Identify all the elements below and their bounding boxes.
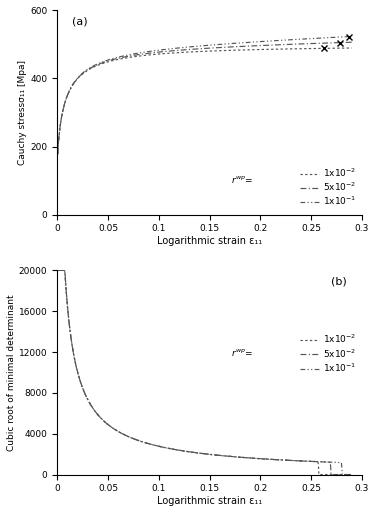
X-axis label: Logarithmic strain ε₁₁: Logarithmic strain ε₁₁ [157, 496, 262, 506]
Text: $r^{wp}$=: $r^{wp}$= [231, 174, 253, 185]
Y-axis label: Cauchy stressσ₁₁ [Mpa]: Cauchy stressσ₁₁ [Mpa] [18, 60, 27, 165]
Text: (b): (b) [331, 277, 347, 287]
Text: (a): (a) [73, 16, 88, 27]
Y-axis label: Cubic root of minimal determinant: Cubic root of minimal determinant [7, 294, 16, 451]
Legend: 1x10$^{-2}$, 5x10$^{-2}$, 1x10$^{-1}$: 1x10$^{-2}$, 5x10$^{-2}$, 1x10$^{-1}$ [299, 165, 357, 208]
Text: $r^{wp}$=: $r^{wp}$= [231, 347, 253, 358]
X-axis label: Logarithmic strain ε₁₁: Logarithmic strain ε₁₁ [157, 236, 262, 246]
Legend: 1x10$^{-2}$, 5x10$^{-2}$, 1x10$^{-1}$: 1x10$^{-2}$, 5x10$^{-2}$, 1x10$^{-1}$ [299, 332, 357, 374]
